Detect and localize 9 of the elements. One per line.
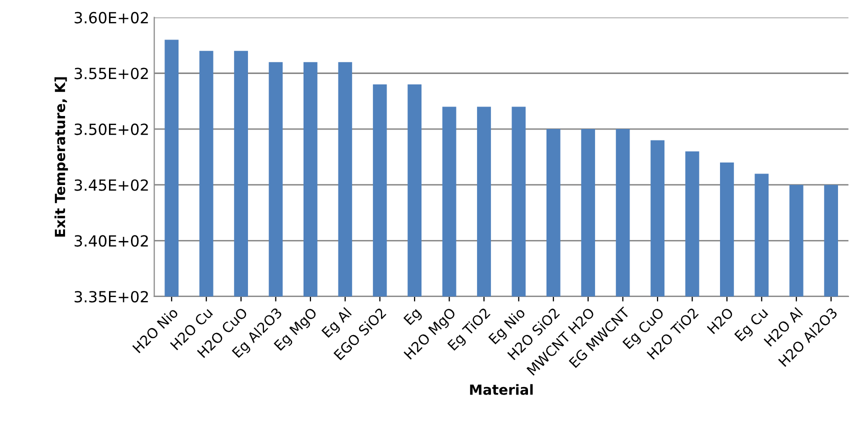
- x-axis-title: Material: [470, 384, 533, 395]
- y-tick-label: 3.35E+02: [74, 290, 148, 302]
- y-tick-label: 3.45E+02: [74, 179, 148, 191]
- y-tick-label: 3.50E+02: [74, 124, 148, 136]
- y-axis-title: Exit Temperature, K]: [54, 77, 68, 237]
- y-tick-label: 3.60E+02: [74, 12, 148, 24]
- x-tick-label: Eg: [403, 307, 424, 328]
- y-tick-label: 3.55E+02: [74, 68, 148, 80]
- y-tick-label: 3.40E+02: [74, 235, 148, 247]
